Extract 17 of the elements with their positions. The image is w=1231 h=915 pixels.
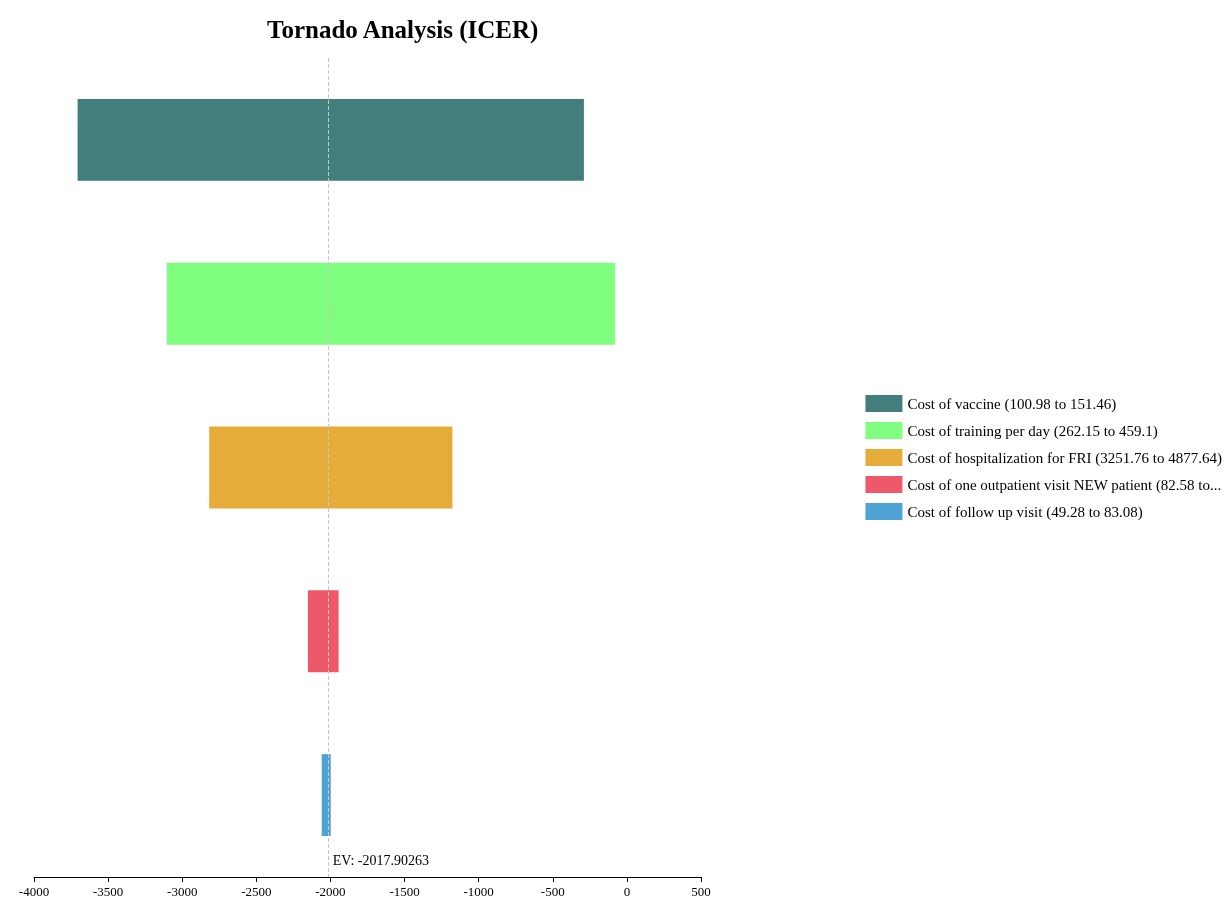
legend-label: Cost of vaccine (100.98 to 151.46)	[907, 395, 1117, 413]
x-tick-label: -1500	[389, 884, 420, 899]
legend-label: Cost of training per day (262.15 to 459.1)	[907, 422, 1158, 440]
x-tick-label: 0	[623, 884, 631, 899]
x-tick-label: -500	[540, 884, 565, 899]
legend-label: Cost of follow up visit (49.28 to 83.08)	[907, 503, 1143, 521]
chart-title: Tornado Analysis (ICER)	[267, 16, 539, 44]
legend-label: Cost of one outpatient visit NEW patient (82.58 to...	[907, 476, 1222, 494]
x-tick-label: -4000	[18, 884, 50, 899]
ref-line-label: EV: -2017.90263	[332, 852, 429, 868]
x-tick-label: -1000	[463, 884, 494, 899]
x-tick-label: -2000	[315, 884, 346, 899]
x-tick-label: -3500	[92, 884, 124, 899]
x-tick-label: 500	[691, 884, 711, 899]
legend-label: Cost of hospitalization for FRI (3251.76 to 4877.64)	[907, 449, 1222, 467]
x-tick-label: -3000	[167, 884, 198, 899]
x-tick-label: -2500	[241, 884, 272, 899]
